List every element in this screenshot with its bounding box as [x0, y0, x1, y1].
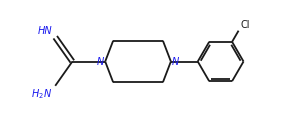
- Text: H$_2$N: H$_2$N: [31, 87, 52, 101]
- Text: HN: HN: [38, 26, 52, 36]
- Text: N: N: [172, 57, 179, 67]
- Text: Cl: Cl: [241, 20, 250, 30]
- Text: N: N: [97, 57, 104, 67]
